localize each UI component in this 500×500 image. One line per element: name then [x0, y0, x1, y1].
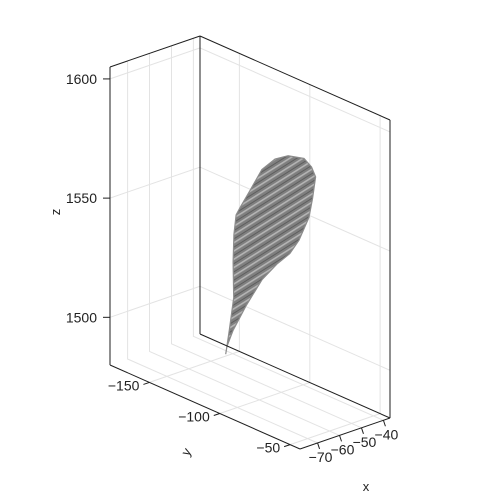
- y-tick-mark: [143, 381, 150, 385]
- x-gridline: [171, 45, 362, 429]
- x-tick-label: −60: [331, 441, 355, 457]
- z-axis-label: z: [48, 209, 63, 216]
- axis-frame: [109, 35, 391, 450]
- x-tick-mark: [317, 442, 321, 450]
- x-tick-label: −70: [309, 449, 333, 465]
- x-tick-mark: [382, 420, 386, 427]
- x-axis-label: x: [363, 479, 370, 494]
- x-gridline: [149, 53, 340, 436]
- x-tick-label: −50: [353, 434, 377, 450]
- z-tick-label: 1600: [66, 71, 97, 87]
- y-tick-label: −100: [178, 409, 210, 425]
- x-tick-label: −40: [375, 426, 399, 442]
- x-gridline: [192, 38, 384, 421]
- y-tick-label: −150: [108, 377, 140, 393]
- y-tick-mark: [283, 444, 291, 448]
- z-gridline: [109, 47, 391, 133]
- y-axis-line: [109, 364, 301, 450]
- y-tick-mark: [213, 413, 220, 417]
- x-tick-mark: [360, 427, 364, 434]
- surface-layer: [225, 155, 317, 355]
- x-axis-line: [299, 417, 391, 450]
- y-tick-label: −50: [256, 440, 280, 456]
- side-top-edge: [199, 35, 391, 121]
- y-gridline: [149, 53, 240, 383]
- y-axis-label: y: [178, 445, 194, 459]
- floor-right-edge: [199, 333, 391, 419]
- z-tick-label: 1500: [66, 309, 97, 325]
- back-top-edge: [109, 35, 201, 68]
- z-tick-label: 1550: [66, 190, 97, 206]
- x-gridline: [127, 61, 318, 444]
- surface-blob: [225, 155, 317, 355]
- x-tick-mark: [339, 435, 342, 442]
